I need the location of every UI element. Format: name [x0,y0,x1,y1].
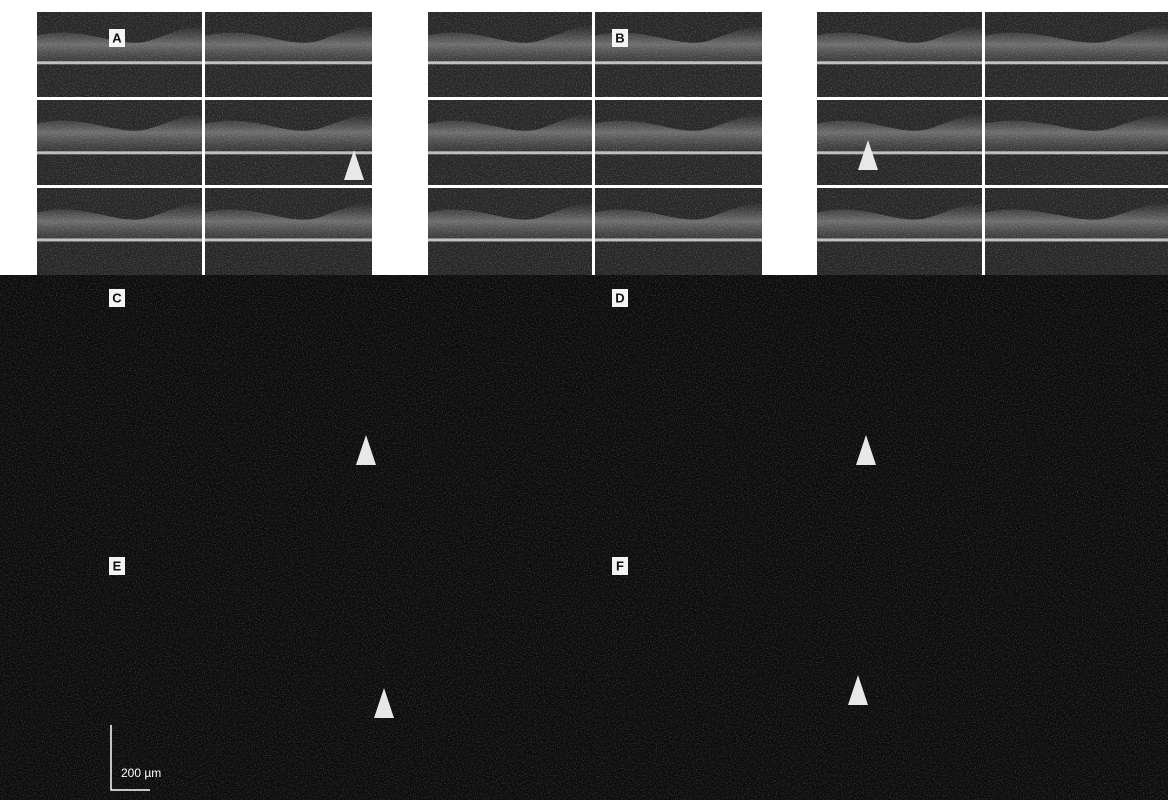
oct-grain [595,188,762,275]
oct-grain [428,100,592,185]
panel-label: C [112,290,122,305]
oct-grain [37,12,202,97]
panel-label: A [112,30,122,45]
oct-grain [817,188,982,275]
oct-grain [205,12,372,97]
page: ABCDEF 200 µm (() => { const data = JSON… [0,0,1168,800]
oct-grain [985,188,1168,275]
figure: A B C D E F 200 µm [0,0,1168,800]
scale-bar-label: 200 µm [121,766,161,780]
oct-grain [985,12,1168,97]
oct-scans [37,12,1168,275]
image-grain [0,275,1168,800]
panel-label: F [616,558,624,573]
oct-grain [37,100,202,185]
panel-label: E [113,558,122,573]
panel-label: D [615,290,624,305]
oct-grain [428,12,592,97]
oct-grain [817,12,982,97]
oct-grain [428,188,592,275]
oct-grain [205,188,372,275]
panel-label: B [615,30,624,45]
oct-grain [37,188,202,275]
oct-grain [595,12,762,97]
oct-grain [985,100,1168,185]
oct-grain [817,100,982,185]
oct-grain [595,100,762,185]
